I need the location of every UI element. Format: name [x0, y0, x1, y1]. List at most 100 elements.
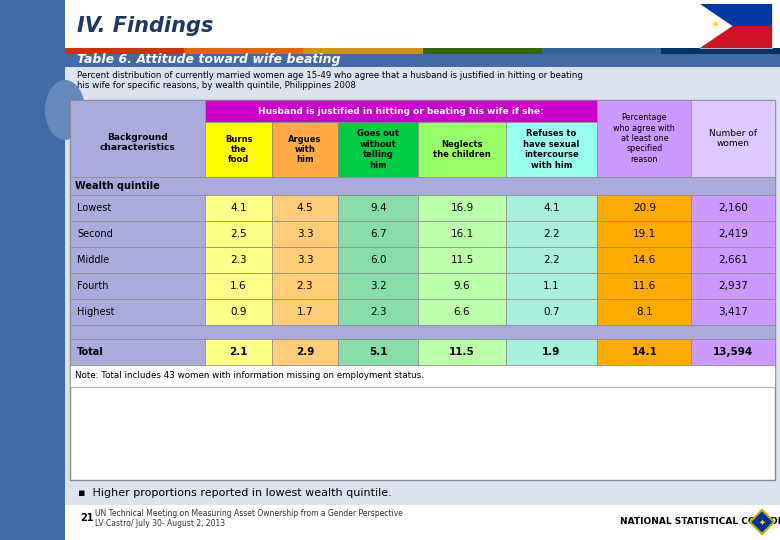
Text: 0.9: 0.9 — [230, 307, 246, 317]
Bar — [205, 273, 271, 299]
Bar — [505, 221, 597, 247]
Text: 11.6: 11.6 — [633, 281, 656, 291]
Text: 3.3: 3.3 — [296, 229, 314, 239]
Bar — [691, 299, 775, 325]
Bar — [339, 221, 419, 247]
Text: 2.2: 2.2 — [543, 255, 560, 265]
Text: Number of
women: Number of women — [709, 129, 757, 148]
Bar — [419, 195, 505, 221]
Bar — [205, 122, 271, 177]
Text: IV. Findings: IV. Findings — [77, 16, 214, 36]
Text: 4.1: 4.1 — [543, 203, 560, 213]
Text: 0.7: 0.7 — [543, 307, 560, 317]
Bar — [184, 48, 303, 54]
Bar — [419, 339, 505, 365]
Text: Lowest: Lowest — [77, 203, 112, 213]
Bar — [271, 221, 339, 247]
Bar — [419, 221, 505, 247]
Bar — [271, 247, 339, 273]
Text: 14.6: 14.6 — [633, 255, 656, 265]
Bar — [597, 339, 691, 365]
Bar — [700, 4, 772, 48]
Bar — [419, 299, 505, 325]
Polygon shape — [750, 510, 774, 534]
Text: 6.6: 6.6 — [454, 307, 470, 317]
Text: 5.1: 5.1 — [369, 347, 388, 357]
Text: Argues
with
him: Argues with him — [289, 134, 321, 164]
Text: 2.1: 2.1 — [229, 347, 248, 357]
Bar — [691, 273, 775, 299]
Text: 6.7: 6.7 — [370, 229, 387, 239]
Text: 9.6: 9.6 — [454, 281, 470, 291]
Bar — [70, 325, 775, 339]
Bar — [419, 247, 505, 273]
Bar — [597, 273, 691, 299]
Ellipse shape — [45, 80, 85, 140]
Text: NATIONAL STATISTICAL COORDINATION BOARD: NATIONAL STATISTICAL COORDINATION BOARD — [620, 517, 780, 526]
Text: Refuses to
have sexual
intercourse
with him: Refuses to have sexual intercourse with … — [523, 130, 580, 170]
Bar — [70, 177, 775, 195]
Bar — [700, 4, 772, 26]
Text: 20.9: 20.9 — [633, 203, 656, 213]
Bar — [597, 221, 691, 247]
Bar — [205, 247, 271, 273]
Bar — [700, 26, 772, 48]
Text: 1.1: 1.1 — [543, 281, 560, 291]
Bar — [271, 339, 339, 365]
Bar — [661, 48, 780, 54]
Text: 3,417: 3,417 — [718, 307, 748, 317]
Text: 2.3: 2.3 — [296, 281, 314, 291]
Bar — [691, 247, 775, 273]
Bar — [0, 0, 65, 540]
Text: ✦: ✦ — [758, 517, 765, 526]
Bar — [691, 100, 775, 177]
Text: 14.1: 14.1 — [631, 347, 658, 357]
Bar — [70, 273, 205, 299]
Bar — [65, 505, 780, 540]
Bar — [339, 122, 419, 177]
Text: 2.3: 2.3 — [230, 255, 246, 265]
Text: Middle: Middle — [77, 255, 109, 265]
Text: Table 6. Attitude toward wife beating: Table 6. Attitude toward wife beating — [77, 52, 341, 65]
Text: Neglects
the children: Neglects the children — [433, 140, 491, 159]
Bar — [339, 273, 419, 299]
Text: 6.0: 6.0 — [370, 255, 387, 265]
Bar — [65, 48, 184, 54]
Text: 11.5: 11.5 — [450, 255, 473, 265]
Bar — [65, 68, 780, 100]
Bar — [271, 273, 339, 299]
Text: 8.1: 8.1 — [636, 307, 653, 317]
Bar — [70, 339, 205, 365]
Text: 1.7: 1.7 — [296, 307, 314, 317]
Text: Note: Total includes 43 women with information missing on employment status.: Note: Total includes 43 women with infor… — [75, 372, 424, 381]
Bar — [505, 339, 597, 365]
Bar — [205, 100, 597, 122]
Text: Husband is justified in hitting or beating his wife if she:: Husband is justified in hitting or beati… — [258, 106, 544, 116]
Text: Second: Second — [77, 229, 113, 239]
Text: 2,661: 2,661 — [718, 255, 748, 265]
Text: 16.9: 16.9 — [450, 203, 473, 213]
Bar — [65, 480, 780, 505]
Bar — [70, 247, 205, 273]
Bar — [70, 195, 205, 221]
Text: ☀: ☀ — [711, 19, 722, 32]
Bar — [205, 299, 271, 325]
Text: ▪  Higher proportions reported in lowest wealth quintile.: ▪ Higher proportions reported in lowest … — [78, 488, 392, 498]
Bar — [505, 299, 597, 325]
Bar — [505, 122, 597, 177]
Text: 19.1: 19.1 — [633, 229, 656, 239]
Bar — [271, 195, 339, 221]
Bar — [505, 273, 597, 299]
Text: Total: Total — [77, 347, 104, 357]
Bar — [205, 195, 271, 221]
Bar — [597, 299, 691, 325]
Bar — [205, 339, 271, 365]
Bar — [597, 247, 691, 273]
Text: LV Castro/ July 30- August 2, 2013: LV Castro/ July 30- August 2, 2013 — [95, 519, 225, 529]
Text: Background
characteristics: Background characteristics — [100, 133, 176, 152]
Text: 2.5: 2.5 — [230, 229, 246, 239]
Text: 3.3: 3.3 — [296, 255, 314, 265]
Text: 9.4: 9.4 — [370, 203, 387, 213]
Text: 2,160: 2,160 — [718, 203, 748, 213]
Text: 2.3: 2.3 — [370, 307, 387, 317]
